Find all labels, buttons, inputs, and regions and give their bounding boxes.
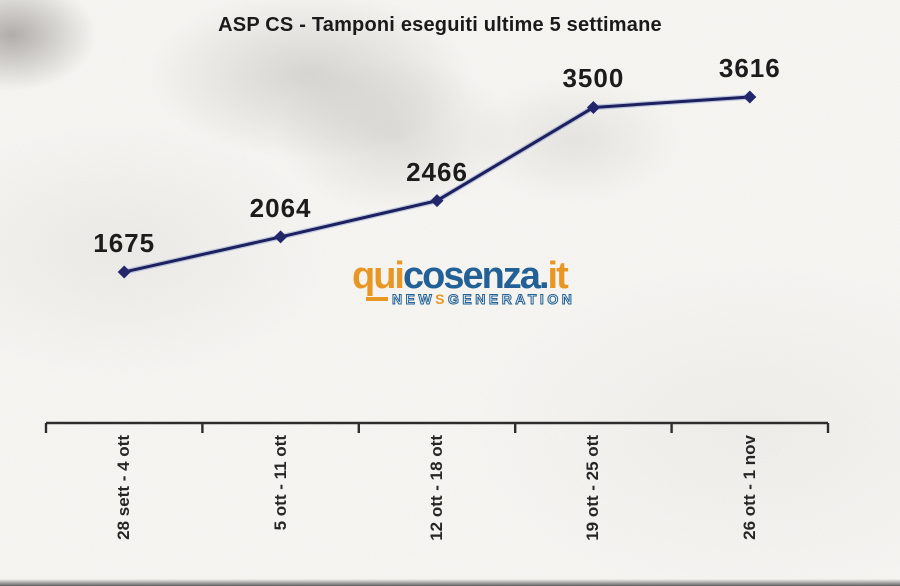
x-tick-label: 12 ott - 18 ott [427, 435, 446, 541]
x-tick-label: 26 ott - 1 nov [739, 435, 759, 540]
data-point-marker [430, 194, 444, 208]
value-label: 2064 [249, 192, 312, 223]
scan-edge-shadow [0, 579, 900, 586]
data-point-marker [274, 230, 288, 244]
watermark-logo: quicosenza.it NEW S GENERATION [352, 254, 576, 308]
tagline-new-text: NEW [391, 291, 436, 308]
value-label: 3616 [718, 53, 781, 83]
logo-qui-text: qui [352, 255, 405, 297]
x-tick-label: 28 sett - 4 ott [114, 435, 134, 540]
logo-dot: . [538, 255, 549, 297]
tagline-s-text: S [435, 291, 449, 307]
data-point-marker [117, 265, 131, 279]
x-tick-label: 5 ott - 11 ott [270, 435, 290, 531]
value-label: 2466 [406, 156, 468, 187]
logo-it-text: it [547, 255, 569, 297]
tagline-dash-icon [366, 297, 388, 301]
chart-title: ASP CS - Tamponi eseguiti ultime 5 setti… [218, 14, 662, 36]
value-label: 1675 [93, 228, 156, 258]
tagline-generation-text: GENERATION [448, 291, 576, 308]
data-point-marker [743, 90, 757, 104]
data-point-marker [586, 100, 600, 114]
watermark-logo-text: quicosenza.it [352, 254, 575, 298]
watermark-tagline: NEW S GENERATION [352, 291, 576, 308]
value-label: 3500 [562, 63, 625, 94]
logo-cosenza-text: cosenza [402, 255, 541, 297]
x-axis [44, 421, 830, 433]
x-tick-label: 19 ott - 25 ott [583, 435, 603, 541]
